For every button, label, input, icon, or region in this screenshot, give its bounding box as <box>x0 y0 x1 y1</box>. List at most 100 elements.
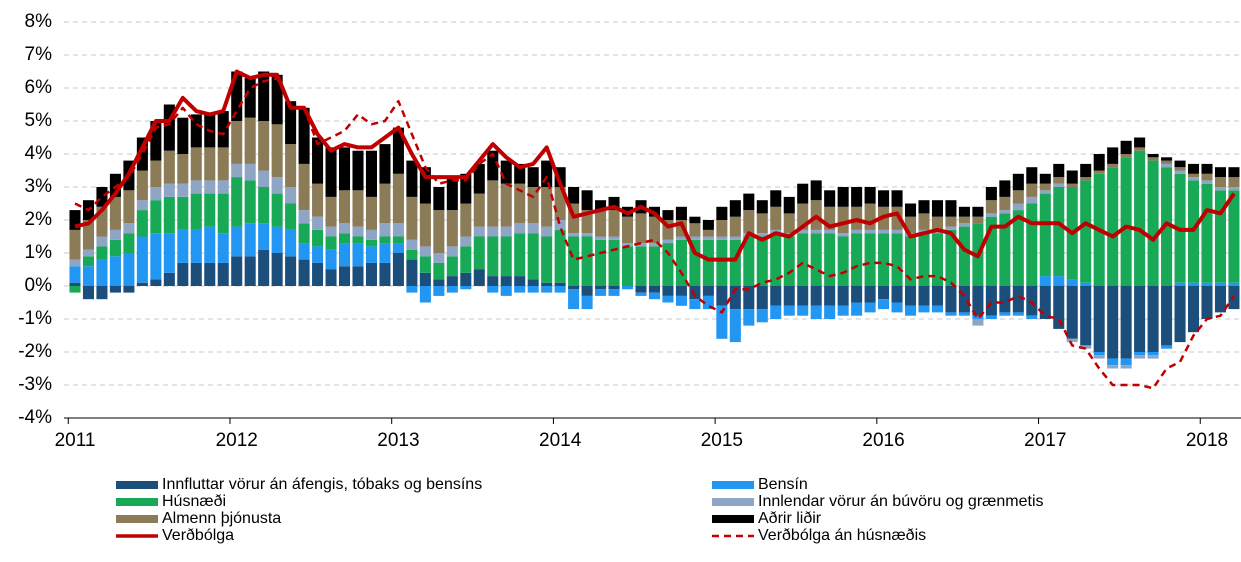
bar <box>109 286 121 293</box>
bar <box>96 206 108 237</box>
bar <box>406 160 418 197</box>
bar <box>864 229 876 234</box>
bar <box>365 196 378 230</box>
bar <box>473 269 485 286</box>
bar <box>824 305 836 319</box>
bar <box>1214 177 1227 187</box>
bar <box>285 187 297 204</box>
bar <box>554 220 566 230</box>
bar <box>298 259 310 286</box>
bar <box>595 239 607 286</box>
bar <box>568 286 580 290</box>
bar <box>797 233 809 286</box>
bar <box>352 266 364 286</box>
bar <box>514 233 526 277</box>
bar <box>541 187 553 227</box>
bar <box>837 206 849 234</box>
bar <box>163 150 175 184</box>
bar <box>1093 355 1105 359</box>
bar <box>581 295 593 310</box>
bar <box>325 236 337 250</box>
bar <box>460 236 472 247</box>
bar <box>352 226 364 237</box>
bar <box>1053 286 1065 329</box>
bar <box>1161 167 1173 286</box>
bar <box>433 286 445 296</box>
bar <box>770 286 782 306</box>
bar <box>689 223 701 237</box>
bar <box>163 196 175 234</box>
bar <box>527 286 539 293</box>
bar <box>1147 160 1159 286</box>
bar <box>743 236 755 286</box>
bar <box>675 220 687 237</box>
bar <box>554 187 566 220</box>
bar <box>621 216 634 244</box>
bar <box>419 256 431 273</box>
bar <box>568 233 580 237</box>
bar <box>109 173 121 197</box>
bar <box>958 216 970 224</box>
bar <box>1161 286 1173 346</box>
bar <box>824 229 836 234</box>
bar <box>716 206 728 220</box>
bar <box>621 286 634 290</box>
bar <box>958 223 970 227</box>
bar <box>702 229 714 237</box>
bar <box>271 74 283 125</box>
bar <box>958 286 970 313</box>
bar <box>554 167 566 187</box>
bar <box>554 282 566 286</box>
bar <box>1120 140 1132 154</box>
bar <box>190 114 202 148</box>
bar <box>891 286 903 303</box>
bar <box>904 305 917 316</box>
bar <box>931 305 944 313</box>
bar <box>972 315 984 319</box>
bar <box>621 243 634 247</box>
bar <box>662 243 674 286</box>
bar <box>338 223 351 234</box>
bar <box>1134 352 1146 356</box>
bar <box>1039 193 1051 277</box>
bar <box>96 286 108 300</box>
bar <box>500 160 512 184</box>
bar <box>797 203 809 230</box>
bar <box>608 239 620 286</box>
bar <box>648 216 661 244</box>
bar <box>635 213 647 244</box>
bar <box>1134 150 1146 286</box>
bar <box>69 210 81 230</box>
bar <box>460 286 472 290</box>
bar <box>177 154 189 184</box>
bar <box>1080 345 1092 349</box>
bar <box>972 216 984 224</box>
bar <box>595 210 607 237</box>
bar <box>1026 167 1038 184</box>
bar <box>541 236 553 283</box>
bar <box>864 302 876 313</box>
bar <box>648 286 661 293</box>
bar <box>150 279 162 286</box>
bar <box>514 183 526 224</box>
bar <box>904 286 917 306</box>
bar <box>446 177 458 211</box>
bar <box>797 229 809 234</box>
bar <box>958 226 970 286</box>
bar <box>150 187 162 201</box>
bar <box>433 187 445 211</box>
bar <box>433 279 445 286</box>
bar <box>500 236 512 277</box>
bar <box>473 193 485 227</box>
bar <box>190 262 202 286</box>
y-tick-label: -1% <box>18 308 52 329</box>
bar <box>285 101 297 145</box>
bar <box>487 150 499 181</box>
bar <box>1107 147 1119 164</box>
bar <box>1174 282 1186 286</box>
bar <box>985 216 997 286</box>
bar <box>608 286 620 290</box>
bar <box>1201 183 1213 283</box>
bar <box>392 223 404 237</box>
